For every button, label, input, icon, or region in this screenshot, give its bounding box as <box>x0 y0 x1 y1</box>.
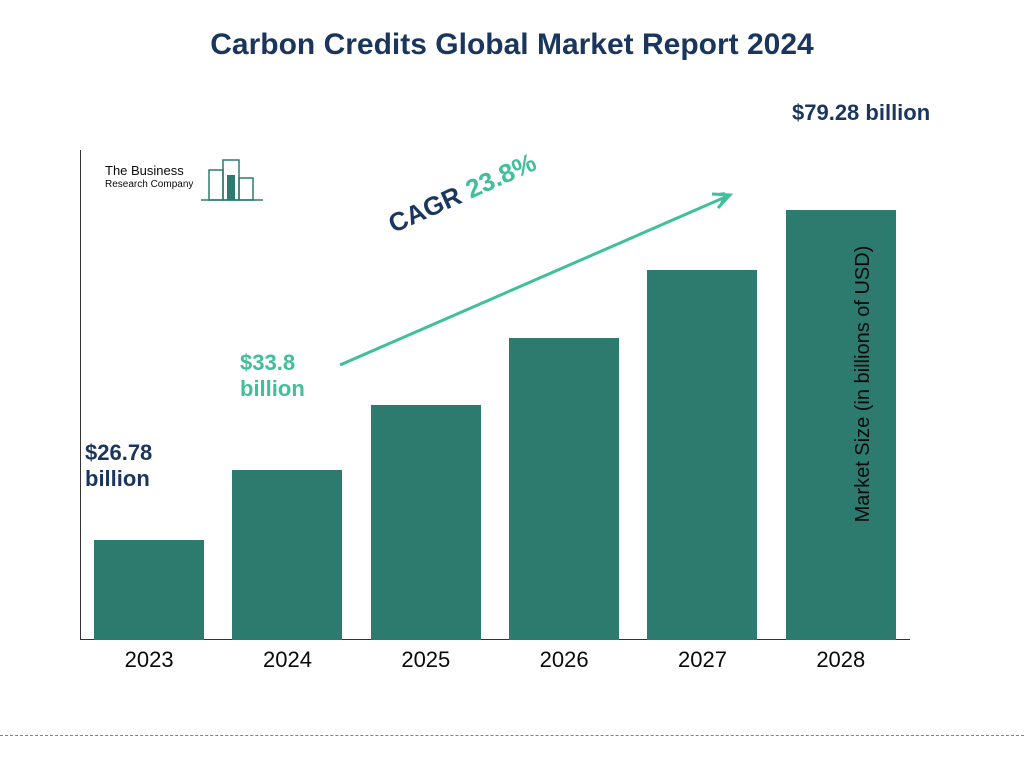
x-label-2027: 2027 <box>647 647 757 673</box>
bar-wrap-2024 <box>232 470 342 640</box>
x-label-2028: 2028 <box>786 647 896 673</box>
bar-2027 <box>647 270 757 640</box>
chart-title: Carbon Credits Global Market Report 2024 <box>0 28 1024 62</box>
bar-2026 <box>509 338 619 640</box>
footer-dashed-line <box>0 735 1024 736</box>
bar-wrap-2023 <box>94 540 204 640</box>
x-labels: 2023 2024 2025 2026 2027 2028 <box>80 640 910 680</box>
value-label-2028: $79.28 billion <box>792 100 972 126</box>
bars-container <box>80 150 910 640</box>
bar-wrap-2026 <box>509 338 619 640</box>
bar-wrap-2025 <box>371 405 481 640</box>
bar-2028 <box>786 210 896 640</box>
bar-2023 <box>94 540 204 640</box>
x-label-2025: 2025 <box>371 647 481 673</box>
bar-2025 <box>371 405 481 640</box>
x-label-2024: 2024 <box>232 647 342 673</box>
y-axis-label: Market Size (in billions of USD) <box>852 246 875 523</box>
x-label-2026: 2026 <box>509 647 619 673</box>
bar-2024 <box>232 470 342 640</box>
bar-wrap-2028 <box>786 210 896 640</box>
bar-wrap-2027 <box>647 270 757 640</box>
chart-area: 2023 2024 2025 2026 2027 2028 <box>80 150 910 680</box>
x-label-2023: 2023 <box>94 647 204 673</box>
